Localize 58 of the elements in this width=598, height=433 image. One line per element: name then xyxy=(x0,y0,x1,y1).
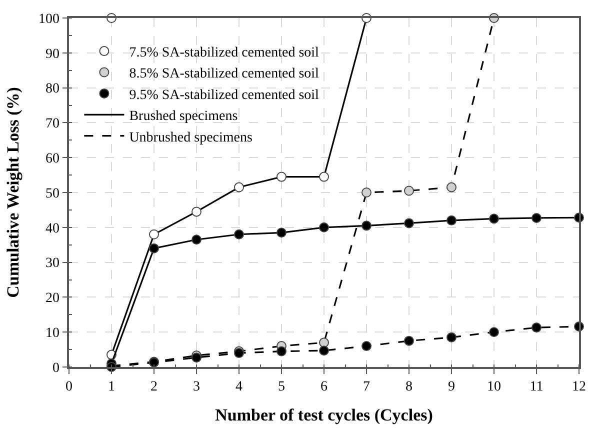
y-tick-label: 30 xyxy=(45,256,60,272)
annotation: Unbrushed specimens xyxy=(129,130,252,146)
point xyxy=(319,222,329,232)
y-tick-label: 80 xyxy=(45,82,60,97)
y-tick-label: 70 xyxy=(45,116,60,132)
x-tick-label: 5 xyxy=(278,380,285,395)
point xyxy=(404,336,414,346)
x-tick-label: 2 xyxy=(150,380,158,395)
x-tick-label: 1 xyxy=(108,380,115,395)
point xyxy=(234,229,244,240)
point xyxy=(192,206,202,217)
point xyxy=(149,243,159,254)
point xyxy=(319,172,329,182)
x-tick-label: 6 xyxy=(320,380,328,395)
point xyxy=(234,182,244,192)
point xyxy=(489,214,499,224)
point xyxy=(276,228,286,238)
y-tick-label: 90 xyxy=(45,46,60,62)
y-tick-label: 50 xyxy=(45,186,60,202)
legend-label: 7.5% SA-stabilized cemented soil xyxy=(129,46,320,61)
x-tick-label: 3 xyxy=(193,380,200,395)
point xyxy=(532,212,542,223)
point xyxy=(362,341,372,352)
point xyxy=(362,188,372,198)
point xyxy=(446,215,456,226)
point xyxy=(192,234,202,245)
y-axis-title: Cumulative Weight Loss (%) xyxy=(4,87,22,298)
y-tick-label: 100 xyxy=(38,12,60,27)
x-tick-label: 9 xyxy=(448,380,455,395)
point xyxy=(489,327,499,338)
y-tick-label: 60 xyxy=(45,152,60,166)
legend-label: 9.5% SA-stabilized cemented soil xyxy=(129,88,320,103)
point xyxy=(446,182,456,192)
point xyxy=(192,352,202,363)
x-tick-label: 11 xyxy=(530,380,544,395)
annotation: Brushed specimens xyxy=(129,109,238,124)
x-tick-label: 12 xyxy=(572,380,586,395)
y-tick-label: 0 xyxy=(52,360,60,376)
legend-label: 8.5% SA-stabilized cemented soil xyxy=(129,66,320,82)
x-tick-label: 0 xyxy=(66,380,72,395)
point xyxy=(532,322,542,333)
point xyxy=(276,172,286,182)
x-tick-label: 10 xyxy=(487,380,501,395)
y-tick-label: 40 xyxy=(45,221,60,236)
y-tick-label: 20 xyxy=(45,291,60,306)
y-tick-label: 10 xyxy=(45,326,60,341)
point xyxy=(319,346,329,356)
point xyxy=(276,346,286,356)
point xyxy=(362,220,372,231)
point xyxy=(446,332,456,342)
point xyxy=(404,218,414,228)
point xyxy=(404,186,414,196)
x-tick-label: 7 xyxy=(363,380,370,395)
x-tick-label: 8 xyxy=(406,380,412,395)
x-axis-title: Number of test cycles (Cycles) xyxy=(215,405,433,424)
point xyxy=(319,338,329,348)
x-tick-label: 4 xyxy=(236,380,242,395)
point xyxy=(149,229,159,240)
